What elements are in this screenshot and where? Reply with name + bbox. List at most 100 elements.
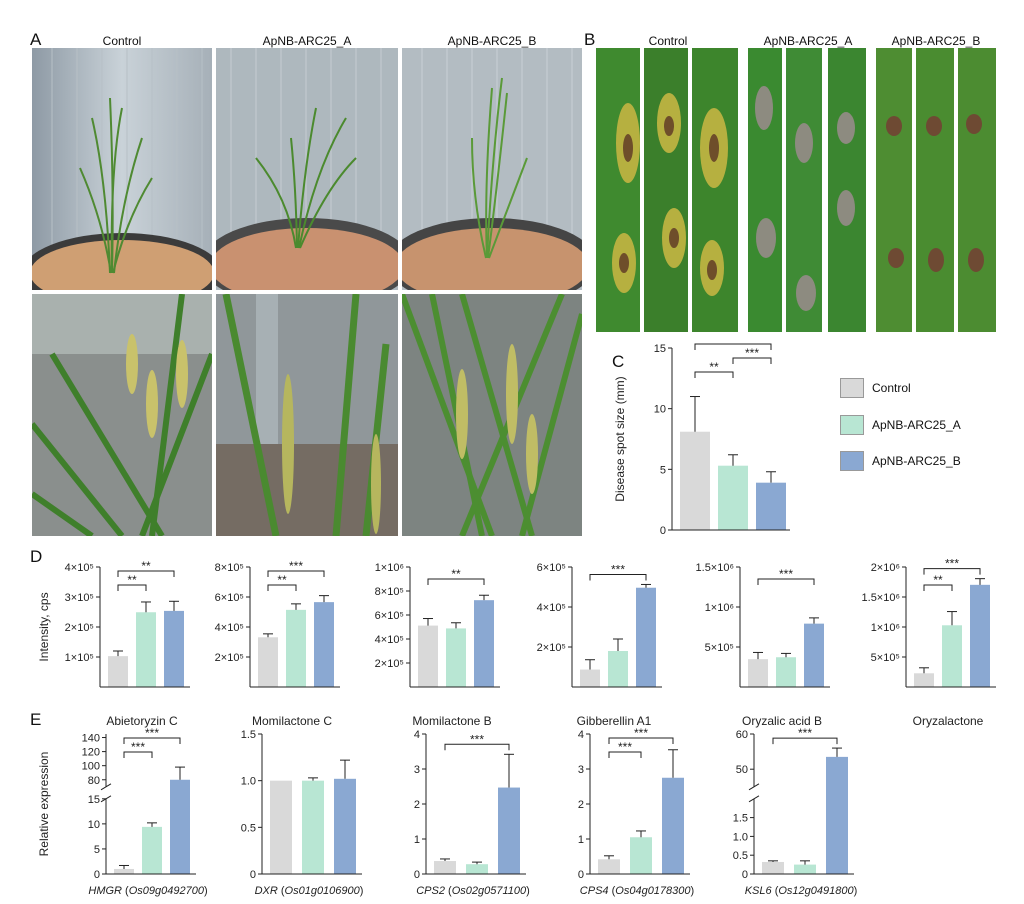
bar-apnb-arc25-a — [942, 625, 962, 687]
significance-bracket — [772, 737, 838, 745]
chart-d-oryzalactone: 5×10⁵ 1×10⁶ 1.5×10⁶ 2×10⁶ ***** Oryzalactone — [862, 557, 996, 728]
panel-letter-c: C — [612, 352, 625, 371]
legend-arc25-b: ApNB-ARC25_B — [840, 451, 961, 471]
significance-label: ** — [451, 567, 461, 581]
y-tick-label: 0.5 — [733, 850, 748, 862]
significance-label: ** — [127, 573, 137, 587]
y-tick-label: 100 — [82, 761, 100, 773]
significance-bracket — [732, 357, 772, 364]
y-tick-label: 4×10⁵ — [65, 562, 94, 574]
panel-b-title-arc25-a: ApNB-ARC25_A — [763, 34, 853, 48]
y-tick-label: 120 — [82, 747, 100, 759]
bar-apnb-arc25-b — [164, 610, 184, 687]
y-tick-label: 0 — [414, 869, 420, 881]
significance-label: *** — [634, 726, 648, 740]
y-tick-label: 6×10⁵ — [537, 562, 566, 574]
y-tick-label: 6×10⁵ — [375, 610, 404, 622]
chart-title: Abietoryzin C — [106, 714, 178, 728]
bar-apnb-arc25-b — [636, 587, 656, 687]
y-tick-label: 0 — [742, 869, 748, 881]
legend-label-arc25-b: ApNB-ARC25_B — [872, 454, 961, 468]
panel-a-title-control: Control — [102, 34, 142, 48]
y-tick-label: 1.5 — [241, 729, 256, 741]
bar-apnb-arc25-b — [756, 482, 786, 530]
y-tick-label: 4×10⁵ — [375, 634, 404, 646]
y-tick-label: 4 — [578, 729, 584, 741]
photo-a-arc25-b-seedling — [402, 48, 582, 290]
y-tick-label: 0 — [94, 869, 100, 881]
bar-control — [580, 669, 600, 687]
y-tick-label: 2 — [578, 799, 584, 811]
photo-a-control-seedling — [32, 48, 212, 290]
y-tick-label: 1.0 — [241, 776, 256, 788]
y-tick-label: 8×10⁵ — [215, 562, 244, 574]
y-tick-label: 2×10⁶ — [871, 562, 900, 574]
significance-bracket — [608, 737, 674, 744]
y-tick-label: 1×10⁶ — [871, 622, 900, 634]
significance-bracket — [444, 743, 510, 751]
bar-apnb-arc25-b — [314, 602, 334, 687]
chart-e-cps2: 0 1 2 3 4 *** CPS2 (Os02g0571100) — [414, 729, 530, 897]
bar-apnb-arc25-a — [136, 612, 156, 687]
legend-swatch-arc25-b — [840, 451, 864, 471]
photo-a-control-panicle — [32, 294, 212, 536]
y-tick-label: 4×10⁵ — [537, 602, 566, 614]
bar-apnb-arc25-b — [826, 756, 848, 874]
significance-label: *** — [779, 567, 793, 581]
significance-bracket — [757, 578, 815, 585]
legend-label-control: Control — [872, 381, 911, 395]
y-tick-label: 0 — [578, 869, 584, 881]
bar-control — [434, 861, 456, 874]
bar-control — [418, 625, 438, 687]
y-tick-label: 1×10⁵ — [65, 652, 94, 664]
panel-letter-a: A — [30, 30, 42, 49]
y-tick-label: 15 — [654, 343, 666, 355]
significance-bracket — [923, 584, 953, 591]
significance-bracket — [123, 751, 153, 758]
gene-label: HMGR (Os09g0492700) — [88, 885, 207, 897]
gene-label: KSL6 (Os12g0491800) — [745, 885, 858, 897]
photo-a-arc25-a-panicle — [216, 294, 398, 536]
significance-label: *** — [131, 740, 145, 754]
y-tick-label: 1.5×10⁶ — [696, 562, 734, 574]
bar-control — [108, 656, 128, 687]
y-tick-label: 5 — [94, 844, 100, 856]
significance-label: *** — [289, 559, 303, 573]
legend-swatch-arc25-a — [840, 415, 864, 435]
photo-b-control-leaves — [594, 48, 742, 332]
gene-label: CPS2 (Os02g0571100) — [416, 885, 530, 897]
legend-control: Control — [840, 378, 911, 398]
significance-label: *** — [945, 557, 959, 571]
bar-control — [270, 780, 292, 874]
y-tick-label: 0 — [250, 869, 256, 881]
bar-control — [914, 673, 934, 687]
y-tick-label: 8×10⁵ — [375, 586, 404, 598]
y-tick-label: 4 — [414, 729, 420, 741]
bar-control — [598, 859, 620, 874]
significance-bracket — [608, 751, 642, 758]
chart-e-hmgr: 0 5 10 15 80 100 120 140 ****** Relative expressi… — [38, 726, 208, 897]
significance-bracket — [267, 570, 325, 577]
chart-title: Momilactone C — [252, 714, 332, 728]
y-tick-label: 1 — [414, 834, 420, 846]
bar-apnb-arc25-a — [302, 780, 324, 874]
photo-a-arc25-b-panicle — [402, 294, 582, 536]
panel-letter-d: D — [30, 547, 43, 566]
bar-apnb-arc25-a — [608, 651, 628, 687]
significance-bracket — [267, 584, 297, 591]
chart-d-abietoryzin-c: 1×10⁵ 2×10⁵ 3×10⁵ 4×10⁵ ** ** Intensity, cps Ab… — [38, 559, 190, 728]
bar-control — [114, 868, 134, 874]
chart-e-dxr: 0 0.5 1.0 1.5 DXR (Os01g0106900) — [241, 729, 364, 897]
chart-title: Oryzalic acid B — [742, 714, 822, 728]
y-tick-label: 80 — [88, 775, 100, 787]
significance-bracket — [427, 578, 485, 585]
y-axis-label: Intensity, cps — [38, 592, 51, 661]
significance-bracket — [123, 737, 181, 744]
significance-label: *** — [726, 340, 740, 346]
panel-a-title-arc25-a: ApNB-ARC25_A — [262, 34, 352, 48]
bar-apnb-arc25-a — [286, 609, 306, 687]
y-tick-label: 2×10⁵ — [65, 622, 94, 634]
y-tick-label: 5 — [660, 464, 666, 476]
y-tick-label: 2×10⁵ — [215, 652, 244, 664]
